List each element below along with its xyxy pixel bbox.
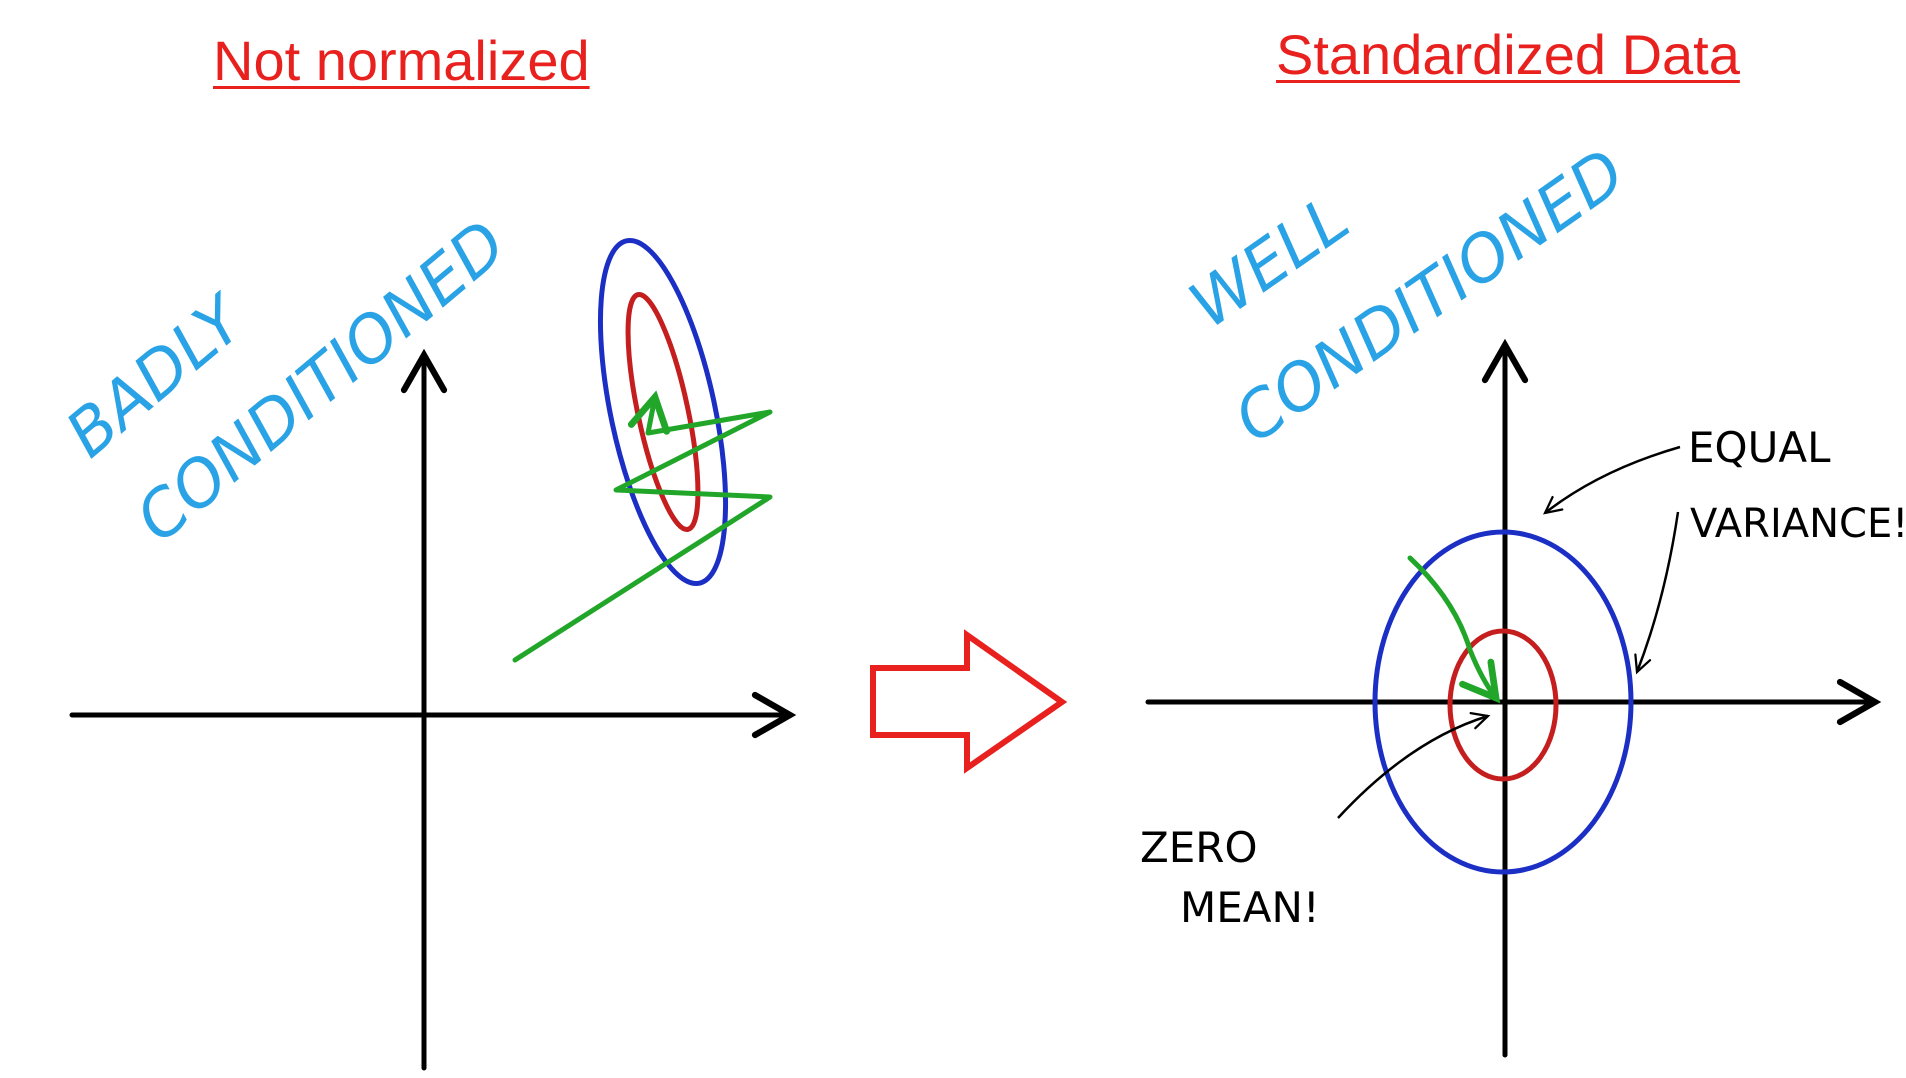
right-outer-ellipse bbox=[1372, 529, 1634, 875]
equal-pointer-arrow bbox=[1543, 445, 1681, 515]
right-panel: WELL CONDITIONED EQUAL VARIANCE! ZERO ME… bbox=[1140, 135, 1906, 1058]
variance-pointer-arrow bbox=[1634, 511, 1680, 675]
zero-annotation: ZERO bbox=[1140, 823, 1258, 872]
left-panel-title: Not normalized bbox=[213, 29, 590, 92]
annotations: EQUAL VARIANCE! ZERO MEAN! bbox=[1140, 423, 1906, 932]
mean-pointer-arrow bbox=[1337, 711, 1491, 819]
left-outer-ellipse bbox=[597, 237, 729, 587]
variance-annotation: VARIANCE! bbox=[1690, 501, 1906, 547]
left-panel: BADLY CONDITIONED bbox=[53, 207, 797, 1071]
badly-conditioned-label: BADLY CONDITIONED bbox=[53, 207, 521, 557]
left-zigzag-descent-path bbox=[512, 390, 773, 663]
equal-annotation: EQUAL bbox=[1688, 423, 1831, 472]
transform-arrow bbox=[870, 629, 1068, 774]
right-inner-ellipse bbox=[1447, 628, 1559, 782]
mean-annotation: MEAN! bbox=[1180, 883, 1320, 932]
well-conditioned-label: WELL CONDITIONED bbox=[1177, 135, 1639, 458]
left-inner-ellipse bbox=[625, 292, 701, 532]
right-direct-descent-path bbox=[1407, 555, 1501, 704]
right-panel-title: Standardized Data bbox=[1276, 23, 1740, 86]
